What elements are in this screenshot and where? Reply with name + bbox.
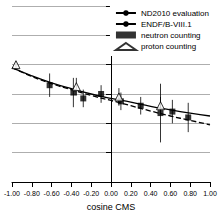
svg-text:0.80: 0.80 bbox=[183, 190, 197, 197]
svg-text:0.40: 0.40 bbox=[144, 190, 158, 197]
svg-text:-0.80: -0.80 bbox=[24, 190, 40, 197]
svg-text:neutron counting: neutron counting bbox=[141, 31, 201, 40]
svg-text:0.00: 0.00 bbox=[104, 190, 118, 197]
svg-text:1.00: 1.00 bbox=[203, 190, 217, 197]
svg-text:proton counting: proton counting bbox=[141, 42, 196, 51]
svg-text:-1.00: -1.00 bbox=[4, 190, 20, 197]
svg-text:0.60: 0.60 bbox=[164, 190, 178, 197]
svg-text:0.20: 0.20 bbox=[124, 190, 138, 197]
svg-text:cosine CMS: cosine CMS bbox=[87, 202, 136, 212]
svg-text:ENDF/B-VIII.1: ENDF/B-VIII.1 bbox=[141, 20, 192, 29]
svg-text:-0.20: -0.20 bbox=[83, 190, 99, 197]
svg-text:ND2010 evaluation: ND2010 evaluation bbox=[141, 9, 209, 18]
svg-text:-0.40: -0.40 bbox=[63, 190, 79, 197]
svg-text:-0.60: -0.60 bbox=[44, 190, 60, 197]
